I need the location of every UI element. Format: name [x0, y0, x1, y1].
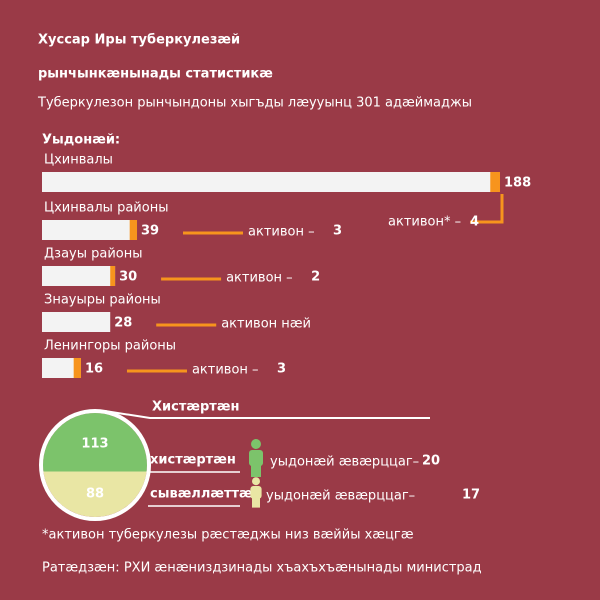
person-icon	[251, 439, 261, 449]
person-icon	[249, 450, 263, 466]
active-value: 20	[422, 454, 440, 469]
pie-border	[39, 409, 151, 521]
value-label: 39	[141, 224, 159, 239]
active-label: активон* –	[388, 215, 461, 230]
active-label: активон –	[226, 271, 293, 286]
connector	[470, 194, 504, 224]
active-bar	[73, 358, 81, 378]
title: рынчынкæнынады статистикæ	[38, 67, 273, 82]
value-label: 16	[85, 362, 103, 377]
active-label: активон –	[192, 363, 259, 378]
person-icon	[251, 465, 261, 477]
value-label: 188	[504, 176, 531, 191]
active-label: активон –	[248, 225, 315, 240]
bar-heading: Уыдонæй:	[42, 133, 120, 148]
category-label: Цхинвалы	[44, 153, 113, 168]
person-icon	[252, 477, 260, 486]
title-line	[104, 410, 430, 419]
bar	[42, 358, 81, 378]
category-label: Знауыры районы	[44, 293, 161, 308]
active-bar	[110, 266, 116, 286]
active-value: 2	[311, 270, 320, 285]
slice-label: 113	[81, 437, 108, 452]
bar	[42, 172, 500, 192]
pie-slice	[43, 413, 147, 472]
title: Хуссар Иры туберкулезæй	[38, 33, 240, 48]
active-value: 3	[277, 362, 286, 377]
active-value: 3	[333, 224, 342, 239]
source: Ратæдзæн: РХИ æнæниздзинады хъахъхъæнына…	[42, 561, 482, 576]
active-label: активон нæй	[221, 317, 311, 332]
legend-label: сывæллæттæн	[150, 487, 262, 502]
person-icon	[250, 486, 262, 499]
bar	[42, 312, 111, 332]
active-value: 4	[470, 215, 479, 230]
active-bar	[490, 172, 500, 192]
pie-title: Хистæртæн	[152, 400, 239, 415]
active-value: 17	[462, 488, 480, 503]
legend-label: хистæртæн	[150, 453, 236, 468]
value-label: 30	[119, 270, 137, 285]
category-label: Ленингоры районы	[44, 339, 176, 354]
subtitle: Туберкулезон рынчындоны хыгъды лæууынц 3…	[37, 96, 472, 111]
active-label: уыдонæй æвæрццаг–	[270, 455, 419, 470]
person-icon	[252, 498, 260, 508]
slice-label: 88	[86, 487, 104, 502]
bar	[42, 220, 138, 240]
value-label: 28	[114, 316, 132, 331]
pie-slice	[43, 471, 147, 518]
bar	[42, 266, 116, 286]
active-bar	[129, 220, 138, 240]
active-label: уыдонæй æвæрццаг–	[266, 489, 415, 504]
category-label: Цхинвалы районы	[44, 201, 168, 216]
footnote: *активон туберкулезы рæстæджы низ вæййы …	[42, 528, 414, 543]
category-label: Дзауы районы	[44, 247, 143, 262]
